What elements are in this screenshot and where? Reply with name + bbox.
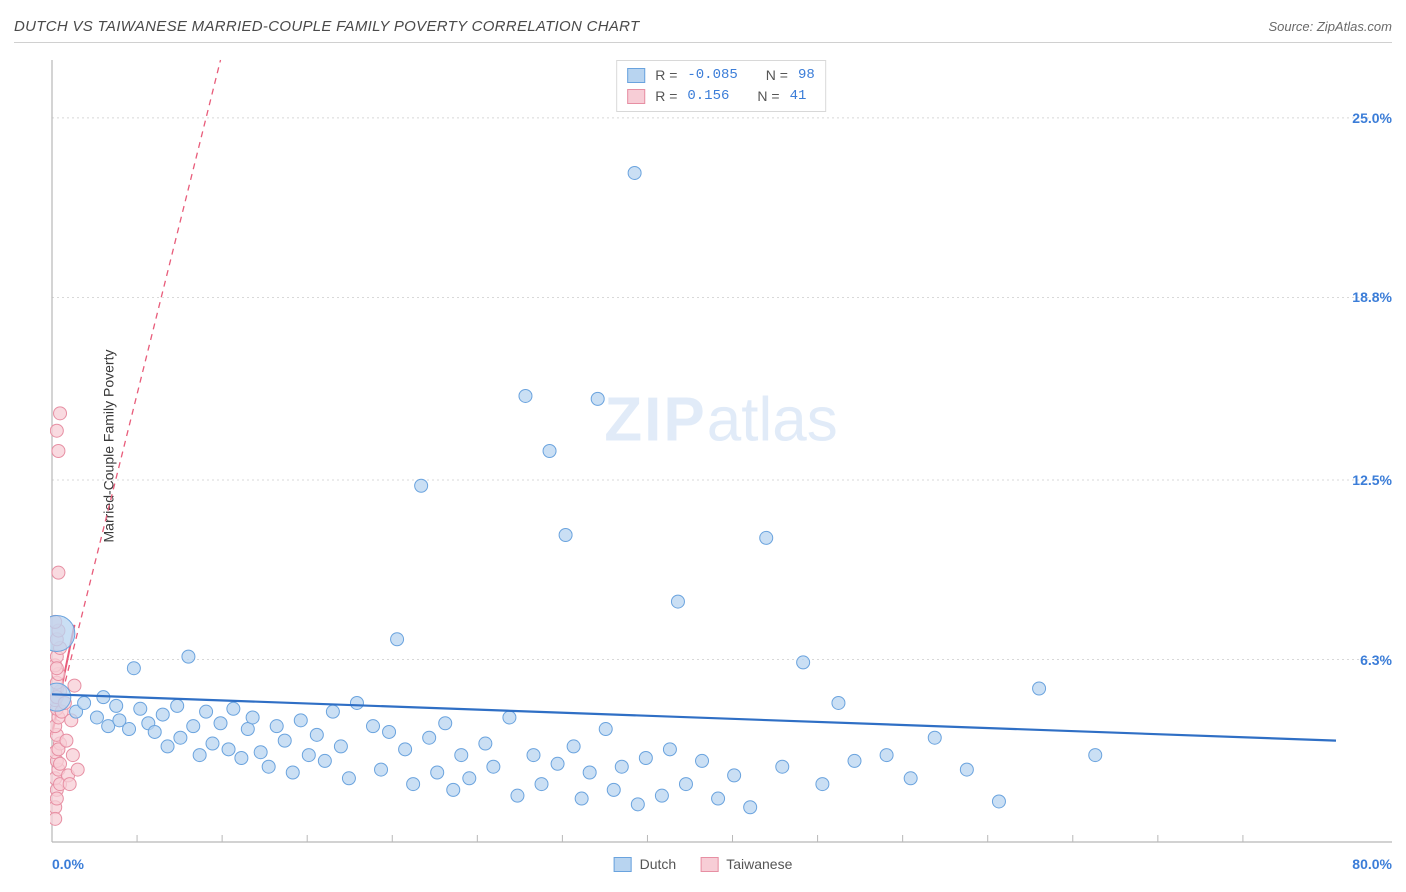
y-tick-label: 25.0% [1352,110,1392,126]
scatter-svg [50,58,1392,844]
y-tick-label: 18.8% [1352,289,1392,305]
legend-swatch-taiwanese [627,89,645,104]
legend-swatch-taiwanese-icon [700,857,718,872]
legend-item-taiwanese: Taiwanese [700,856,792,872]
legend-row-taiwanese: R = 0.156 N = 41 [627,86,815,107]
series-legend: Dutch Taiwanese [614,856,793,872]
chart-title: DUTCH VS TAIWANESE MARRIED-COUPLE FAMILY… [14,18,639,35]
correlation-legend: R = -0.085 N = 98 R = 0.156 N = 41 [616,60,826,112]
legend-row-dutch: R = -0.085 N = 98 [627,65,815,86]
legend-swatch-dutch [627,68,645,83]
legend-item-dutch: Dutch [614,856,677,872]
x-axis-min-label: 0.0% [52,856,84,872]
header-divider [14,42,1392,43]
y-tick-label: 6.3% [1360,652,1392,668]
x-axis-max-label: 80.0% [1352,856,1392,872]
source-attribution: Source: ZipAtlas.com [1268,19,1392,34]
y-tick-label: 12.5% [1352,472,1392,488]
legend-swatch-dutch-icon [614,857,632,872]
chart-plot-area: ZIPatlas R = -0.085 N = 98 R = 0.156 N =… [50,58,1392,844]
